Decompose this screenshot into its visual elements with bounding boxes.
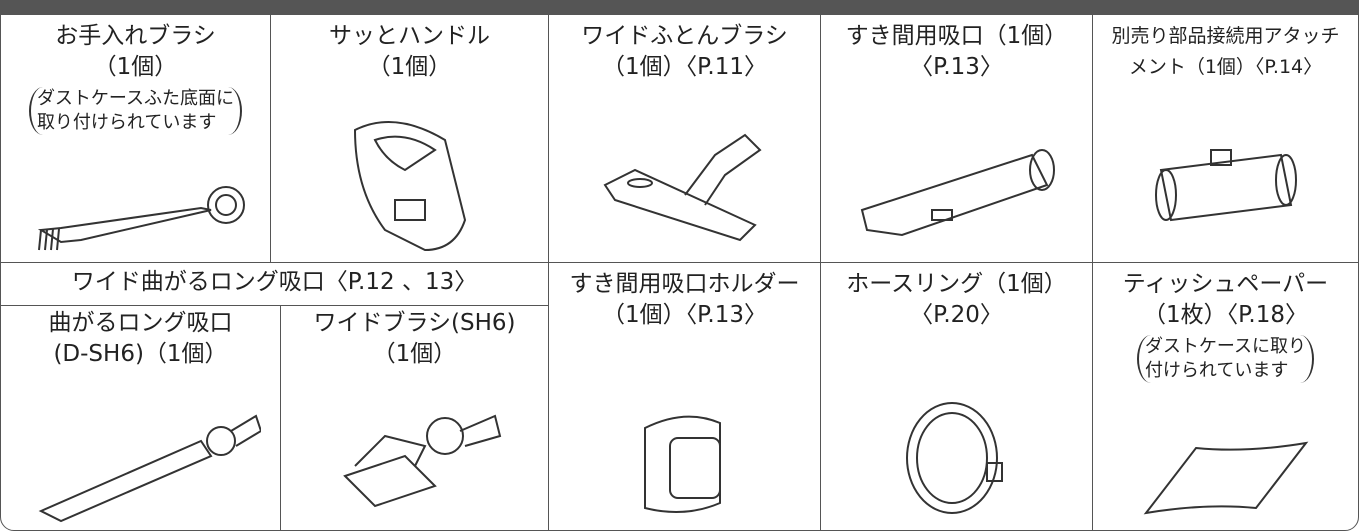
text: すき間用吸口（1個） bbox=[845, 23, 1068, 49]
item-name: ティッシュペーパー （1枚）〈P.18〉 bbox=[1093, 269, 1358, 331]
futon-brush-illustration bbox=[603, 133, 762, 242]
cell: 曲がるロング吸口 (D-SH6)（1個） bbox=[0, 305, 281, 531]
text: 付けられています bbox=[1144, 360, 1289, 381]
item-name: お手入れブラシ （1個） bbox=[1, 21, 270, 83]
cell: すき間用吸口ホルダー （1個）〈P.13〉 bbox=[548, 262, 821, 531]
text: ホースリング（1個） bbox=[846, 271, 1067, 297]
cell: サッとハンドル （1個） bbox=[270, 14, 549, 263]
text: （1個） bbox=[372, 341, 457, 367]
text: （1個） bbox=[367, 54, 452, 80]
item-name: すき間用吸口（1個） 〈P.13〉 bbox=[821, 21, 1092, 83]
cell: 別売り部品接続用アタッチ メント（1個）〈P.14〉 bbox=[1092, 14, 1359, 263]
text: （1個）〈P.11〉 bbox=[602, 54, 767, 80]
brush-illustration bbox=[37, 186, 245, 251]
cell: すき間用吸口（1個） 〈P.13〉 bbox=[820, 14, 1093, 263]
crevice-nozzle-illustration bbox=[860, 149, 1055, 237]
text: （1枚）〈P.18〉 bbox=[1143, 302, 1308, 328]
text: メント（1個）〈P.14〉 bbox=[1128, 56, 1323, 78]
text: 〈P.13〉 bbox=[910, 54, 1003, 80]
cell: ティッシュペーパー （1枚）〈P.18〉 ダストケースに取り 付けられています bbox=[1092, 262, 1359, 531]
text: ワイドふとんブラシ bbox=[581, 23, 788, 49]
text: （1個） bbox=[93, 54, 178, 80]
tissue-illustration bbox=[1143, 441, 1308, 515]
cell: ワイドブラシ(SH6) （1個） bbox=[280, 305, 549, 531]
text: 〈P.20〉 bbox=[910, 302, 1003, 328]
group-header: ワイド曲がるロング吸口〈P.12 、13〉 bbox=[0, 262, 549, 306]
header-bar bbox=[0, 0, 1359, 14]
hose-ring-illustration bbox=[905, 402, 1003, 514]
item-name: ワイドふとんブラシ （1個）〈P.11〉 bbox=[549, 21, 820, 83]
cell: ワイドふとんブラシ （1個）〈P.11〉 bbox=[548, 14, 821, 263]
group-title: ワイド曲がるロング吸口〈P.12 、13〉 bbox=[71, 269, 478, 295]
cell: ホースリング（1個） 〈P.20〉 bbox=[820, 262, 1093, 531]
long-nozzle-illustration bbox=[38, 414, 261, 523]
handle-illustration bbox=[353, 121, 466, 252]
note: ダストケースふた底面に 取り付けられています bbox=[28, 87, 243, 135]
item-name: ワイドブラシ(SH6) （1個） bbox=[281, 308, 548, 370]
text: ダストケースに取り bbox=[1144, 336, 1307, 357]
note: ダストケースに取り 付けられています bbox=[1136, 335, 1315, 383]
item-name: ホースリング（1個） 〈P.20〉 bbox=[821, 269, 1092, 331]
text: ダストケースふた底面に bbox=[36, 88, 235, 109]
item-name: すき間用吸口ホルダー （1個）〈P.13〉 bbox=[549, 269, 820, 331]
text: すき間用吸口ホルダー bbox=[569, 271, 800, 297]
text: 取り付けられています bbox=[36, 112, 217, 133]
attachment-illustration bbox=[1154, 149, 1297, 222]
text: 別売り部品接続用アタッチ bbox=[1111, 25, 1340, 47]
item-name: 曲がるロング吸口 (D-SH6)（1個） bbox=[1, 308, 280, 370]
item-name: サッとハンドル （1個） bbox=[271, 21, 548, 83]
holder-illustration bbox=[643, 415, 721, 513]
text: （1個）〈P.13〉 bbox=[602, 302, 767, 328]
text: ワイドブラシ(SH6) bbox=[313, 310, 516, 336]
text: 曲がるロング吸口 bbox=[48, 310, 233, 336]
cell: お手入れブラシ （1個） ダストケースふた底面に 取り付けられています bbox=[0, 14, 271, 263]
text: お手入れブラシ bbox=[55, 23, 216, 49]
text: ティッシュペーパー bbox=[1122, 271, 1329, 297]
item-name: 別売り部品接続用アタッチ メント（1個）〈P.14〉 bbox=[1093, 21, 1358, 83]
text: サッとハンドル bbox=[329, 23, 490, 49]
wide-brush-illustration bbox=[342, 414, 501, 508]
text: (D-SH6)（1個） bbox=[53, 341, 228, 367]
